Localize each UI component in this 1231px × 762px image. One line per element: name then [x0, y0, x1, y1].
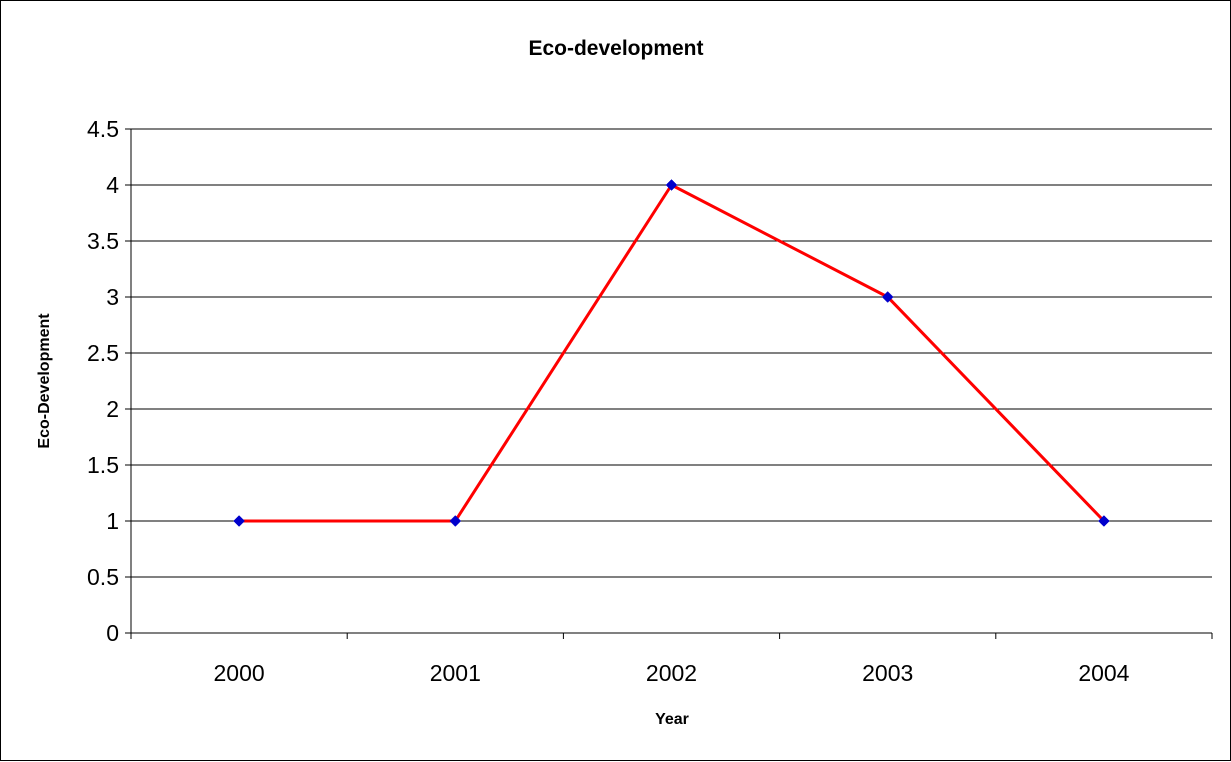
- y-tick-label: 3.5: [87, 228, 119, 254]
- y-tick-labels: 0 0.5 1 1.5 2 2.5 3 3.5 4 4.5: [87, 116, 119, 646]
- data-point-2002: [665, 179, 678, 191]
- data-markers: [233, 179, 1110, 527]
- y-tick-label: 2.5: [87, 340, 119, 366]
- y-tick-label: 4: [106, 172, 119, 198]
- chart-title: Eco-development: [528, 37, 703, 60]
- y-axis-title: Eco-Development: [36, 313, 53, 449]
- gridlines: [131, 128, 1212, 578]
- data-point-2004: [1098, 515, 1110, 527]
- y-tick-label: 1: [106, 508, 119, 534]
- axes: [125, 128, 1213, 639]
- y-tick-label: 1.5: [87, 452, 119, 478]
- data-point-2001: [449, 515, 462, 527]
- y-tick-label: 0.5: [87, 564, 119, 590]
- x-tick-label: 2001: [430, 660, 481, 686]
- x-tick-label: 2000: [214, 660, 265, 686]
- y-tick-label: 4.5: [87, 116, 119, 142]
- y-tick-label: 0: [106, 620, 119, 646]
- x-tick-labels: 2000 2001 2002 2003 2004: [214, 660, 1130, 686]
- x-tick-label: 2003: [862, 660, 913, 686]
- y-tick-label: 3: [106, 284, 119, 310]
- x-tick-label: 2004: [1078, 660, 1129, 686]
- data-point-2003: [881, 291, 894, 303]
- data-point-2000: [233, 515, 245, 527]
- x-axis-title: Year: [655, 711, 689, 728]
- x-tick-label: 2002: [646, 660, 697, 686]
- y-tick-label: 2: [106, 396, 119, 422]
